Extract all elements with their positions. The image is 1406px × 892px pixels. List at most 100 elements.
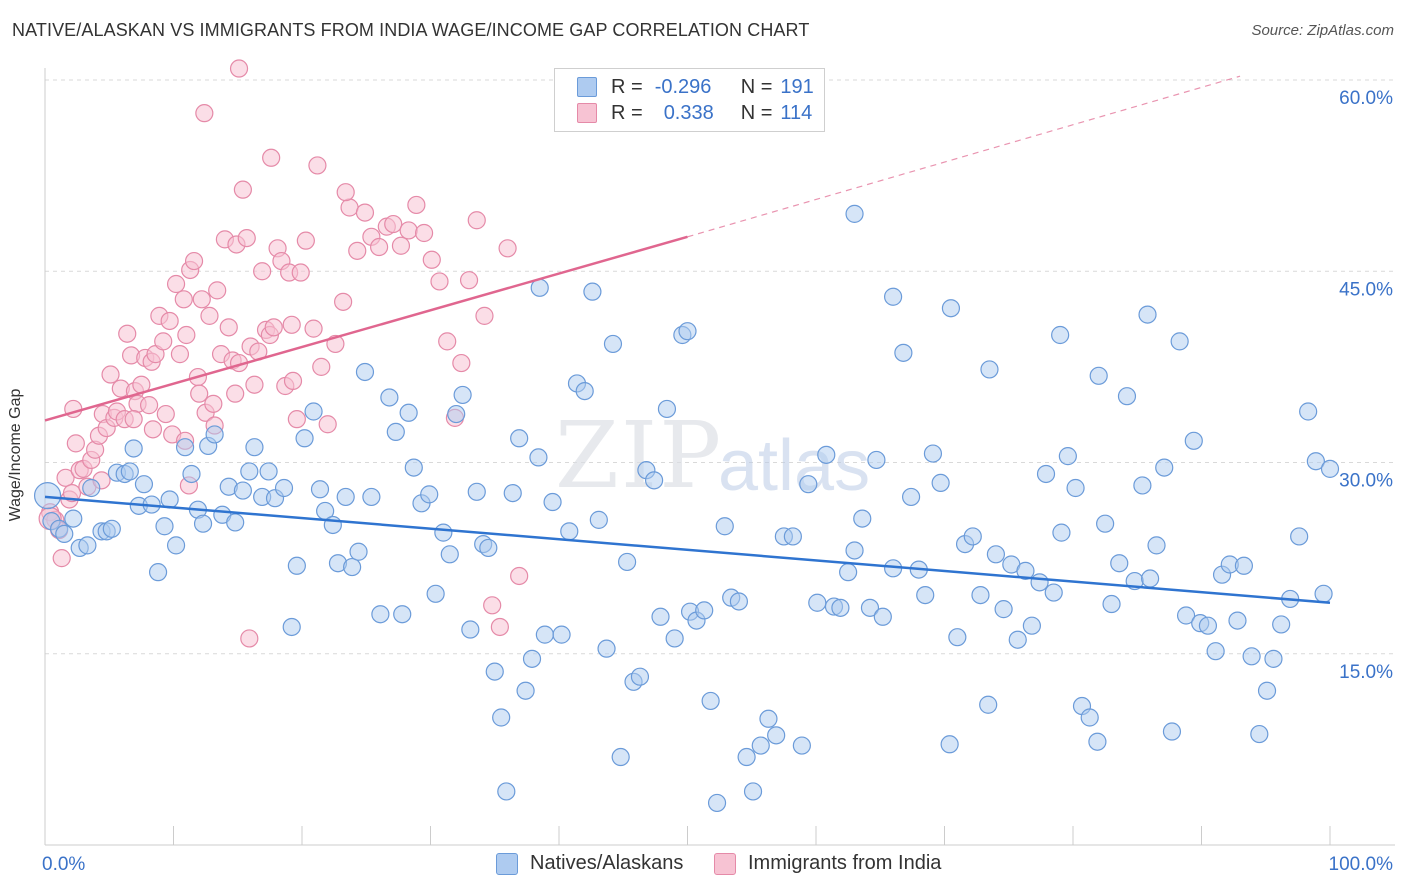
data-point-natives — [193, 514, 213, 533]
data-point-natives — [453, 385, 472, 405]
series-india-points — [38, 59, 529, 648]
watermark: ZIP atlas — [555, 402, 870, 509]
data-point-natives — [808, 593, 827, 612]
data-point-india — [170, 345, 190, 364]
data-point-natives — [575, 382, 594, 401]
data-point-natives — [310, 480, 330, 499]
series-natives-points — [33, 204, 1340, 813]
data-point-india — [467, 211, 486, 230]
data-point-india — [384, 214, 403, 234]
data-point-india — [226, 384, 245, 403]
data-point-india — [414, 223, 434, 243]
data-point-natives — [552, 625, 571, 644]
data-point-india — [430, 272, 449, 291]
data-point-natives — [440, 545, 459, 564]
data-point-natives — [799, 475, 818, 494]
legend-n-value: 114 — [780, 101, 813, 124]
data-point-india — [475, 306, 494, 325]
data-point-india — [237, 229, 256, 248]
data-point-natives — [603, 334, 623, 354]
data-point-natives — [287, 556, 306, 575]
y-axis-label: Wage/Income Gap — [7, 388, 24, 522]
data-point-natives — [245, 438, 264, 457]
data-point-natives — [362, 487, 381, 507]
data-point-india — [56, 468, 75, 487]
data-point-natives — [1138, 305, 1157, 324]
data-point-natives — [1290, 527, 1309, 546]
legend-n-value: 191 — [780, 75, 814, 98]
data-point-india — [240, 629, 259, 648]
data-point-natives — [839, 563, 858, 582]
data-point-natives — [1314, 584, 1333, 603]
data-point-natives — [1030, 573, 1049, 592]
data-point-india — [291, 263, 310, 282]
data-point-india — [391, 236, 411, 255]
data-point-natives — [597, 639, 616, 658]
data-point-natives — [630, 667, 650, 686]
data-point-natives — [529, 448, 548, 467]
legend-row-natives: R = -0.296 N = 191 — [577, 75, 814, 99]
chart-title: NATIVE/ALASKAN VS IMMIGRANTS FROM INDIA … — [12, 20, 810, 40]
trend-line-india-extension — [687, 75, 1241, 238]
data-point-natives — [644, 471, 664, 490]
data-point-india — [66, 434, 85, 453]
data-point-natives — [120, 462, 139, 481]
data-point-india — [195, 104, 214, 123]
data-point-natives — [1080, 708, 1099, 727]
data-point-natives — [1242, 647, 1261, 666]
data-point-natives — [349, 542, 368, 561]
data-point-natives — [166, 536, 186, 555]
data-point-natives — [1228, 611, 1247, 630]
legend-n-label: N = — [740, 75, 773, 98]
data-point-natives — [1008, 630, 1027, 649]
stats-legend: R = -0.296 N = 191 R = 0.338 N = 114 — [554, 68, 825, 132]
data-point-natives — [751, 736, 770, 755]
data-point-natives — [611, 747, 630, 767]
data-point-natives — [923, 444, 943, 463]
data-point-natives — [1088, 732, 1107, 751]
data-point-natives — [404, 458, 423, 477]
data-point-natives — [853, 509, 872, 528]
data-point-natives — [1066, 478, 1085, 498]
legend-r-value: -0.296 — [654, 75, 712, 98]
data-point-natives — [1234, 556, 1254, 575]
data-point-india — [253, 262, 272, 281]
data-point-natives — [941, 299, 961, 318]
legend-r-label: R = — [611, 101, 643, 124]
data-point-india — [296, 231, 315, 250]
bottom-legend: Natives/Alaskans Immigrants from India — [0, 852, 1406, 878]
data-point-india — [318, 415, 337, 434]
data-point-natives — [295, 429, 314, 448]
data-point-natives — [931, 473, 950, 492]
data-point-natives — [226, 513, 245, 532]
data-point-india — [312, 357, 331, 376]
data-point-india — [62, 484, 82, 503]
data-point-natives — [543, 492, 562, 512]
data-point-natives — [155, 517, 174, 536]
data-point-natives — [583, 282, 602, 301]
data-point-natives — [1170, 332, 1189, 351]
data-point-natives — [894, 343, 913, 362]
data-point-india — [177, 325, 196, 345]
data-point-natives — [1036, 464, 1056, 484]
data-point-natives — [1147, 536, 1166, 555]
watermark-atlas: atlas — [718, 426, 870, 506]
data-point-natives — [1264, 649, 1283, 668]
bottom-legend-swatch-pink — [714, 852, 736, 875]
data-point-india — [348, 241, 367, 260]
bottom-legend-india[interactable]: Immigrants from India — [714, 852, 941, 875]
grid-lines — [45, 79, 1395, 655]
data-point-natives — [33, 482, 62, 510]
bottom-legend-natives[interactable]: Natives/Alaskans — [496, 852, 683, 875]
data-point-india — [233, 180, 252, 199]
data-point-natives — [901, 487, 921, 507]
data-point-india — [262, 148, 281, 167]
bottom-legend-label-india: Immigrants from India — [748, 852, 942, 874]
data-point-india — [101, 365, 120, 384]
data-point-natives — [497, 782, 516, 801]
data-point-india — [438, 332, 457, 351]
data-point-natives — [845, 204, 864, 223]
data-point-india — [156, 404, 175, 424]
legend-swatch-pink — [577, 103, 597, 123]
